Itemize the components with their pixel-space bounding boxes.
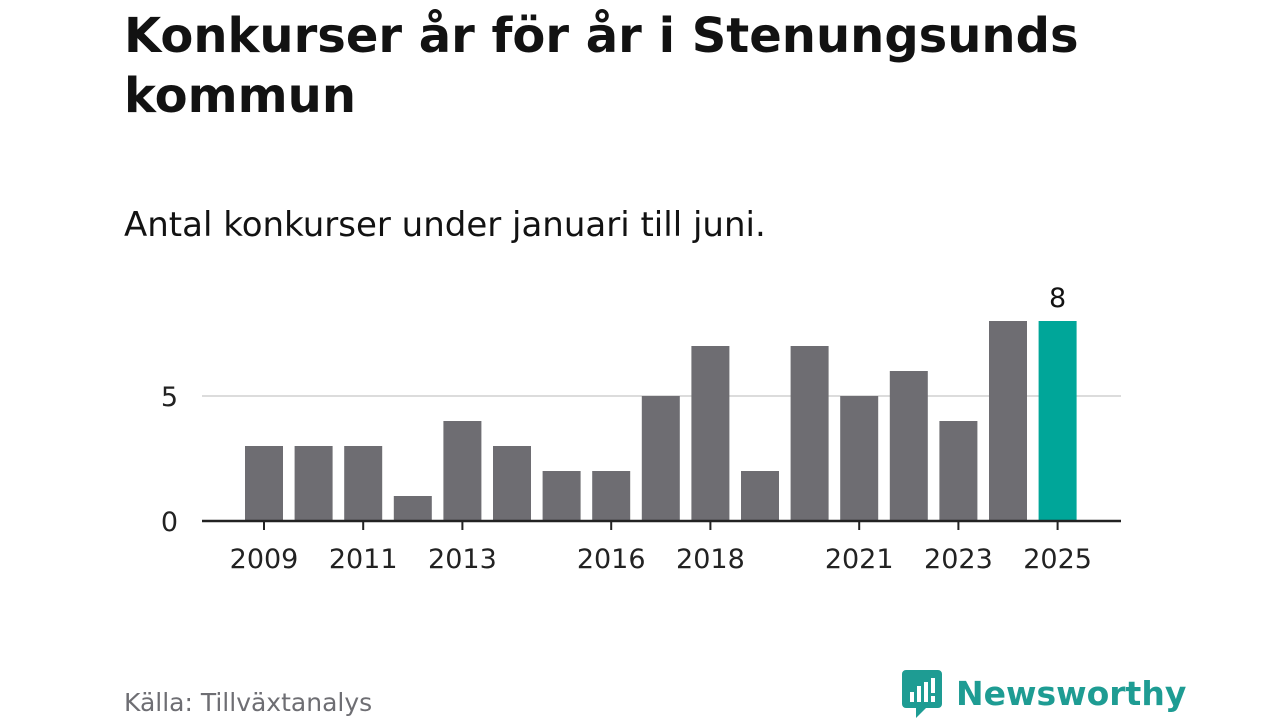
- y-tick-label: 0: [161, 507, 178, 538]
- chart-title: Konkurser år för år i Stenungsunds kommu…: [124, 8, 1079, 124]
- x-tick-label: 2023: [924, 544, 993, 575]
- bar: [741, 471, 779, 521]
- source-note: Källa: Tillväxtanalys: [124, 688, 373, 717]
- x-tick-label: 2021: [825, 544, 894, 575]
- x-tick-label: 2018: [676, 544, 745, 575]
- bar: [989, 321, 1027, 521]
- bar: [493, 446, 531, 521]
- newsworthy-logo-icon: [902, 670, 942, 718]
- bar: [641, 396, 680, 521]
- data-label: 8: [1049, 283, 1066, 314]
- bar: [344, 446, 383, 521]
- x-tick-label: 2025: [1023, 544, 1092, 575]
- bar: [939, 421, 978, 521]
- x-tick-label: 2013: [428, 544, 497, 575]
- brand-logo: Newsworthy: [902, 670, 1186, 718]
- bar: [889, 371, 928, 521]
- y-tick-label: 5: [161, 382, 178, 413]
- bar: [393, 496, 432, 521]
- x-tick-label: 2016: [577, 544, 646, 575]
- bar-highlight: [1038, 321, 1077, 521]
- bar: [840, 396, 879, 521]
- bar: [294, 446, 333, 521]
- brand-name: Newsworthy: [956, 674, 1187, 713]
- bar: [245, 446, 283, 521]
- bar: [592, 471, 631, 521]
- chart-subtitle: Antal konkurser under januari till juni.: [124, 205, 766, 245]
- bar: [790, 346, 829, 521]
- x-tick-label: 2011: [329, 544, 398, 575]
- bar: [443, 421, 482, 521]
- x-tick-label: 2009: [230, 544, 299, 575]
- bar: [542, 471, 581, 521]
- bar: [691, 346, 730, 521]
